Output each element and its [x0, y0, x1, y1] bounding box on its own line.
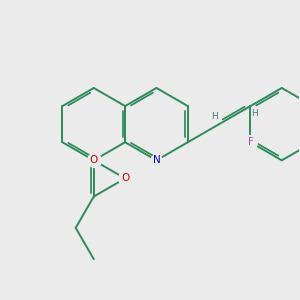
Text: O: O [121, 173, 129, 183]
Text: N: N [153, 155, 160, 165]
Text: F: F [248, 137, 254, 147]
Text: H: H [211, 112, 218, 121]
Text: H: H [252, 110, 258, 118]
Text: O: O [90, 155, 98, 165]
